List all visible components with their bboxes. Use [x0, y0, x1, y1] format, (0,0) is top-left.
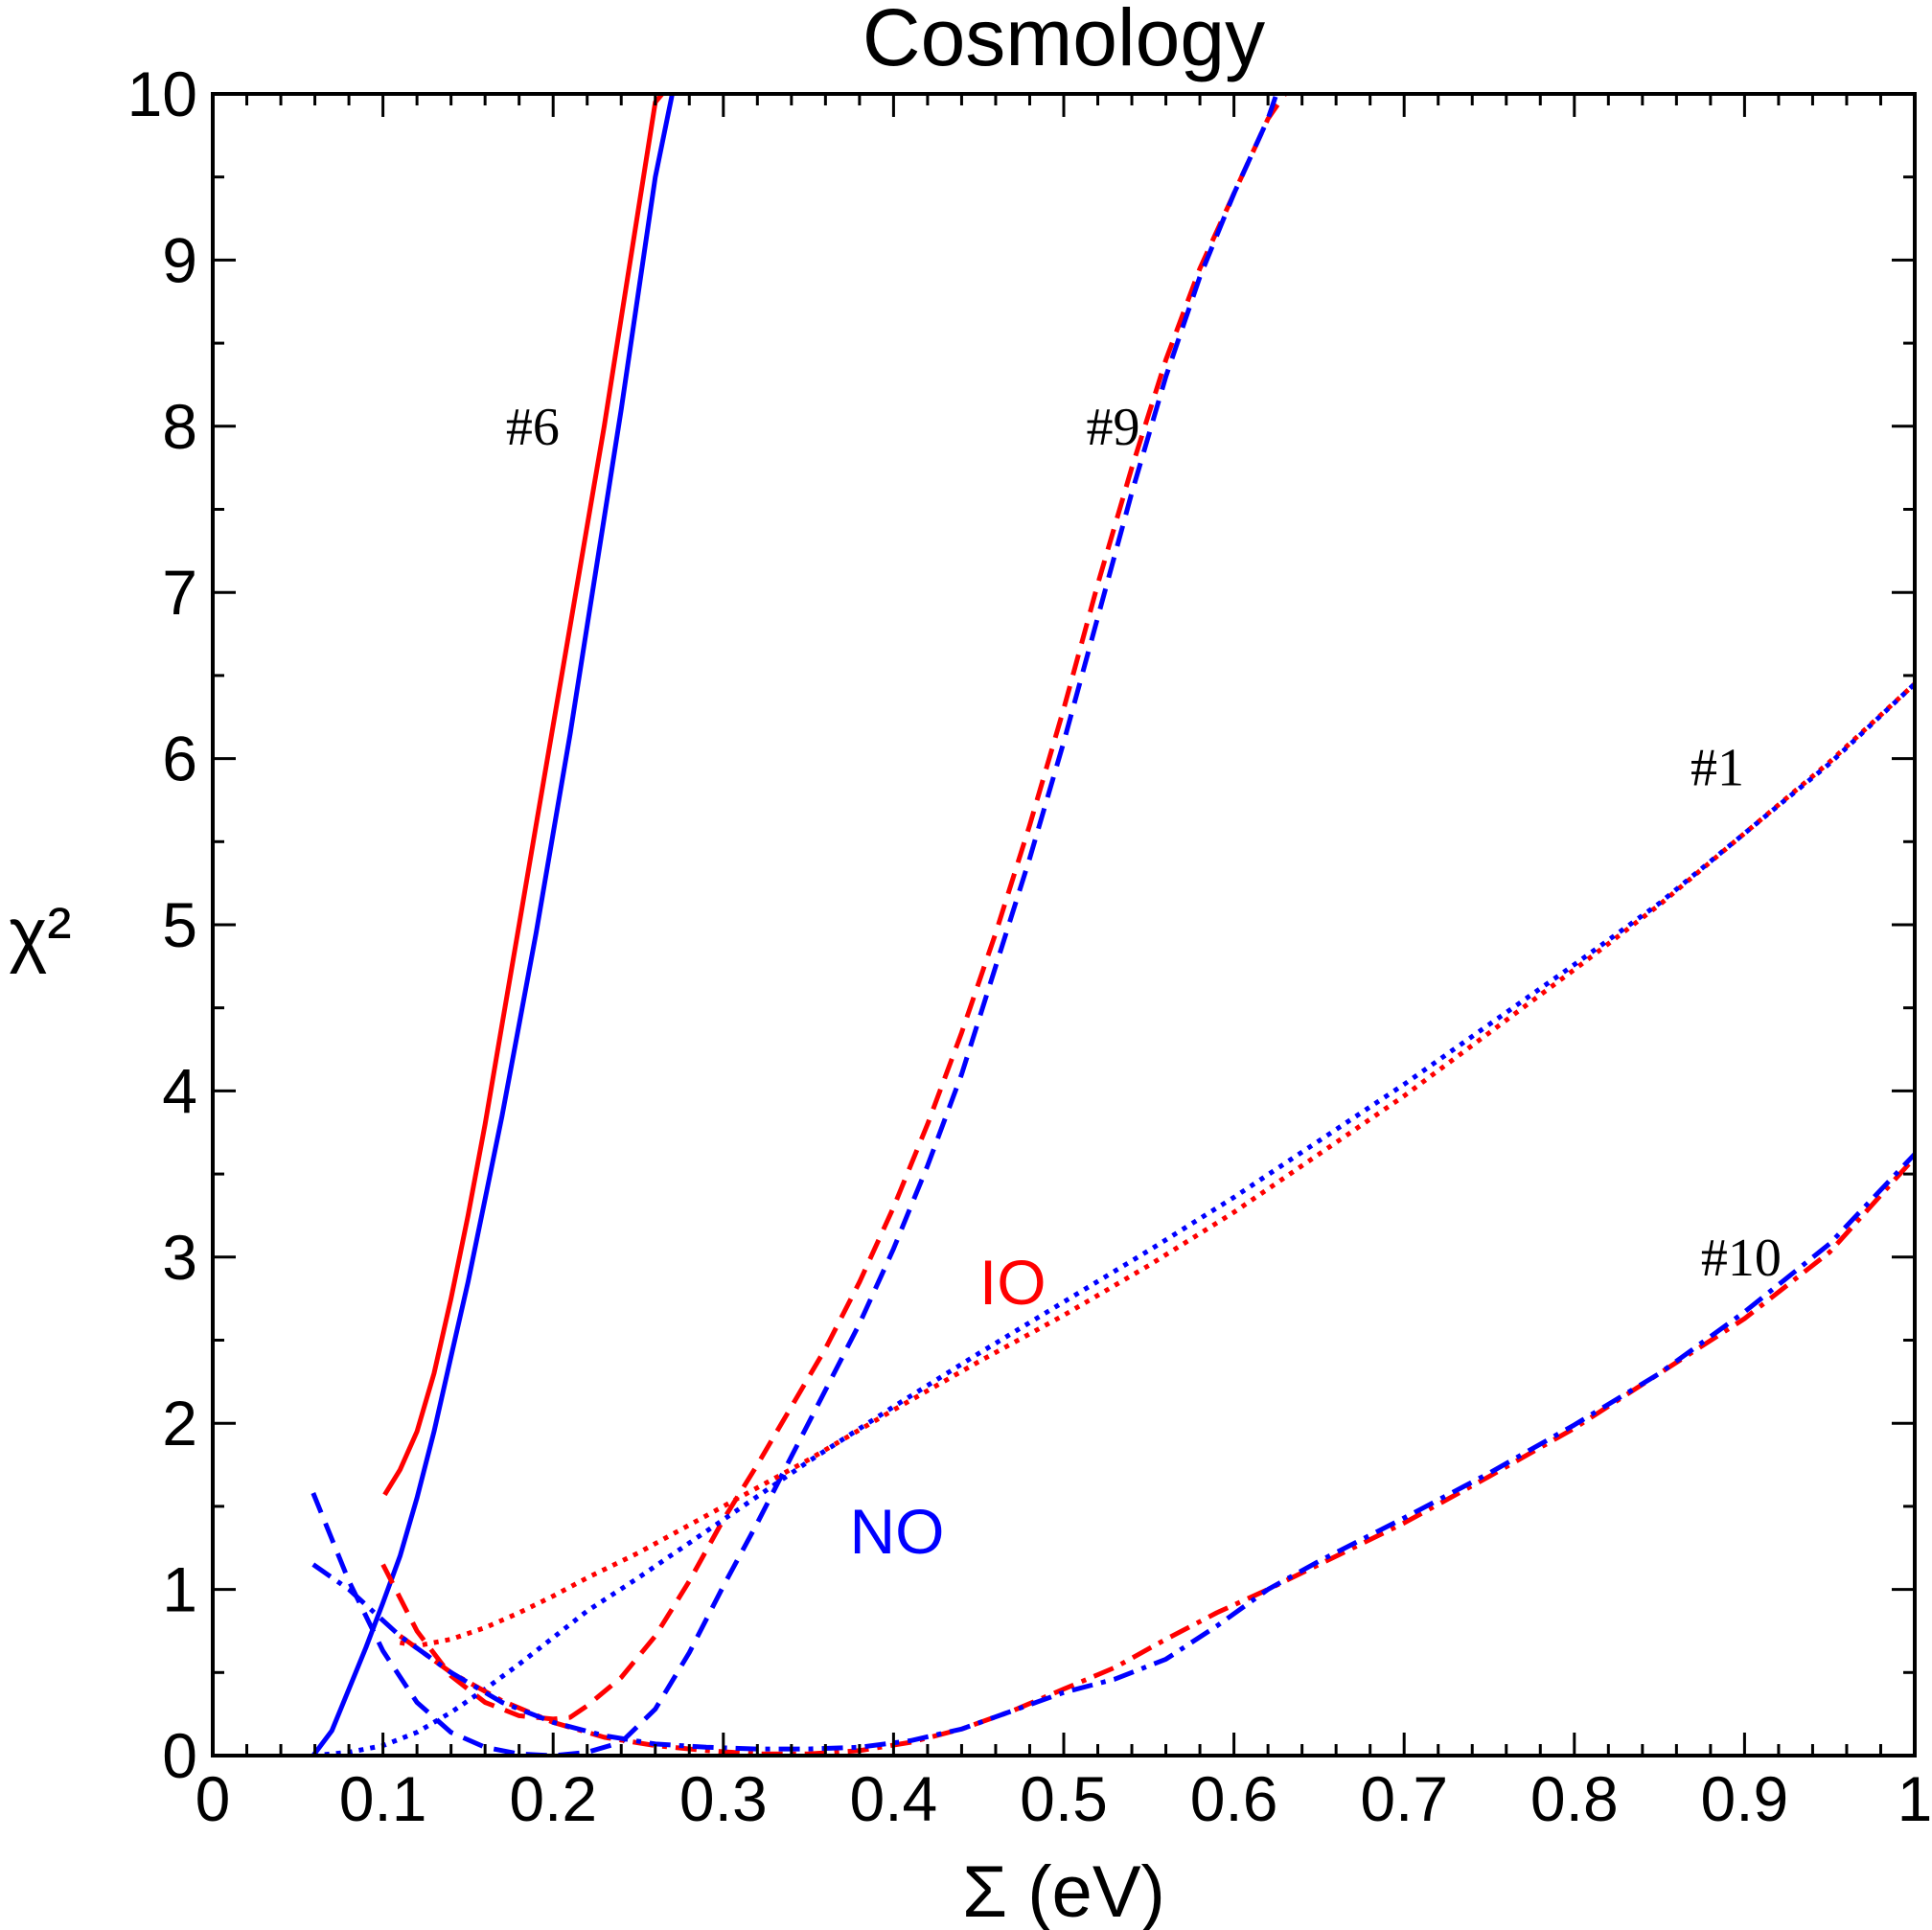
curve-label: #9	[1087, 398, 1140, 457]
y-tick-label: 2	[162, 1388, 197, 1459]
x-tick-label: 0	[196, 1763, 231, 1834]
series-line-dashed-io	[380, 94, 1287, 1722]
y-tick-label: 4	[162, 1055, 197, 1126]
x-tick-label: 0.6	[1190, 1763, 1278, 1834]
series-line-dashed-no	[310, 94, 1279, 1756]
series-line-dotted-no	[312, 681, 1915, 1756]
x-tick-label: 0.9	[1701, 1763, 1789, 1834]
x-tick-label: 0.7	[1360, 1763, 1448, 1834]
series-line-solid-io	[382, 94, 664, 1497]
x-tick-label: 0.1	[339, 1763, 427, 1834]
y-tick-label: 3	[162, 1222, 197, 1293]
x-axis-title: Σ (eV)	[962, 1851, 1165, 1930]
y-tick-label: 1	[162, 1554, 197, 1625]
tick-layer	[211, 92, 1917, 1758]
curve-label: #10	[1701, 1229, 1782, 1288]
x-tick-label: 0.5	[1020, 1763, 1108, 1834]
x-tick-label: 0.4	[850, 1763, 938, 1834]
chart-title: Cosmology	[862, 0, 1265, 82]
y-tick-label: 0	[162, 1720, 197, 1791]
ordering-label: NO	[849, 1496, 944, 1567]
x-tick-label: 1	[1898, 1763, 1932, 1834]
y-tick-label: 6	[162, 724, 197, 794]
series-line-dashdot-io	[398, 1156, 1915, 1756]
ordering-label: IO	[979, 1247, 1046, 1318]
plot-frame	[211, 92, 1917, 1758]
x-tick-label: 0.8	[1530, 1763, 1619, 1834]
curve-label: #6	[506, 398, 560, 457]
x-tick-label: 0.2	[509, 1763, 597, 1834]
curve-label: #1	[1690, 738, 1744, 797]
y-tick-label: 5	[162, 889, 197, 960]
series-line-solid-no	[310, 94, 675, 1756]
y-tick-label: 10	[127, 58, 197, 129]
annotation-layer: #6 #9 #1 #10 IO NO	[506, 398, 1782, 1567]
y-tick-label: 8	[162, 391, 197, 462]
x-tick-label: 0.3	[679, 1763, 768, 1834]
y-tick-label: 7	[162, 557, 197, 628]
y-axis-title: χ²	[9, 893, 71, 975]
series-layer	[310, 94, 1915, 1756]
series-line-dashdot-no	[311, 1152, 1915, 1752]
y-tick-label: 9	[162, 224, 197, 295]
series-line-dotted-io	[399, 681, 1915, 1649]
tick-label-layer: 0 0.1 0.2 0.3 0.4 0.5 0.6 0.7 0.8 0.9 101234567891…	[127, 58, 1932, 1834]
